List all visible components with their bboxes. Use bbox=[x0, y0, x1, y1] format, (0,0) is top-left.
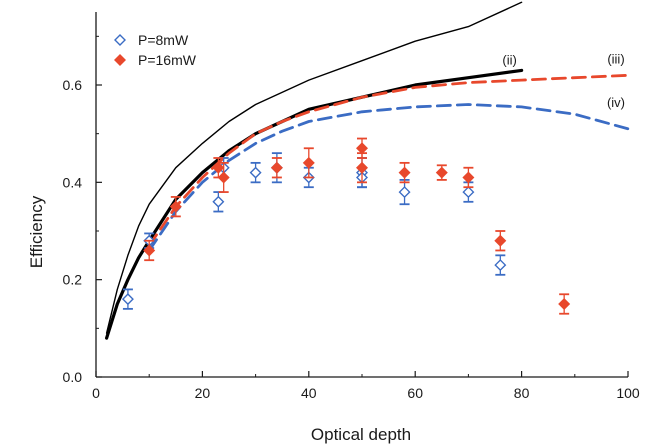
curve-ii bbox=[104, 68, 524, 340]
data-point-8mw bbox=[212, 195, 225, 208]
curve-label-ii: (ii) bbox=[502, 52, 516, 67]
data-point-16mw bbox=[270, 161, 283, 174]
curve-label-iv: (iv) bbox=[607, 95, 625, 110]
axes: 0 20 40 60 80 100 0.0 0.2 0.4 0.6 bbox=[63, 12, 640, 401]
y-tick-label: 0.2 bbox=[63, 272, 83, 288]
data-point-16mw bbox=[212, 161, 225, 174]
data-point-16mw bbox=[494, 234, 507, 247]
curve-i bbox=[105, 1, 523, 334]
x-tick-label: 40 bbox=[301, 385, 317, 401]
curve-iii bbox=[147, 73, 630, 248]
legend-marker bbox=[114, 54, 126, 66]
data-points bbox=[121, 137, 571, 315]
legend-label: P=8mW bbox=[138, 32, 189, 48]
y-tick-label: 0.4 bbox=[63, 174, 83, 190]
data-point-16mw bbox=[462, 171, 475, 184]
legend-label: P=16mW bbox=[138, 52, 197, 68]
x-tick-label: 100 bbox=[616, 385, 640, 401]
model-curves: (i)(ii)(iii)(iv) bbox=[104, 1, 630, 340]
y-tick-label: 0.6 bbox=[63, 77, 83, 93]
legend-marker bbox=[114, 34, 126, 46]
data-point-16mw bbox=[302, 156, 315, 169]
data-point-16mw bbox=[356, 161, 368, 174]
data-point-16mw bbox=[435, 166, 448, 179]
x-tick-label: 0 bbox=[92, 385, 100, 401]
data-point-8mw bbox=[121, 293, 134, 306]
data-point-8mw bbox=[398, 186, 411, 199]
data-point-8mw bbox=[494, 259, 507, 272]
x-tick-label: 80 bbox=[514, 385, 530, 401]
data-point-16mw bbox=[398, 166, 411, 179]
data-point-16mw bbox=[169, 200, 182, 213]
x-axis-label: Optical depth bbox=[311, 425, 411, 444]
x-tick-label: 60 bbox=[407, 385, 423, 401]
y-axis-label: Efficiency bbox=[27, 195, 46, 268]
data-point-8mw bbox=[249, 166, 262, 179]
data-point-16mw bbox=[356, 142, 368, 155]
data-point-16mw bbox=[558, 298, 571, 310]
curve-iv bbox=[147, 103, 630, 252]
y-tick-label: 0.0 bbox=[63, 369, 83, 385]
data-point-16mw bbox=[217, 171, 230, 184]
legend: P=8mW P=16mW bbox=[114, 32, 197, 68]
data-point-8mw bbox=[462, 186, 475, 199]
x-tick-label: 20 bbox=[195, 385, 211, 401]
curve-label-iii: (iii) bbox=[607, 51, 624, 66]
data-point-16mw bbox=[143, 244, 156, 257]
